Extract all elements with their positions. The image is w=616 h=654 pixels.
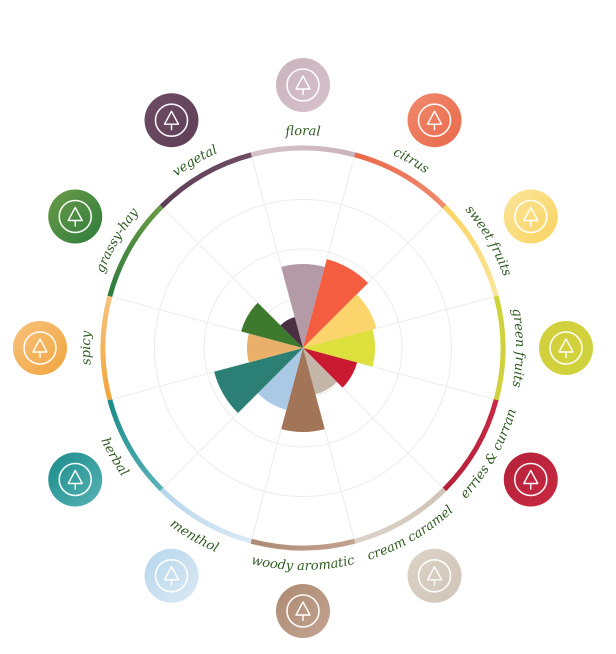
wedge-herbal — [214, 348, 303, 414]
ring-arc-berries-currant — [442, 399, 499, 492]
grid-circle — [154, 199, 452, 497]
label-woody-aromatic: woody aromatic — [250, 553, 357, 574]
ring-arc-herbal — [107, 399, 164, 492]
ring-arc-green-fruits — [493, 295, 506, 401]
wedge-vegetal — [280, 317, 303, 348]
ring-arc-spicy — [100, 295, 113, 401]
ring-arc-sweet-fruits — [442, 204, 499, 297]
apple-icon — [539, 321, 593, 375]
wedge-cream-caramel — [303, 348, 337, 395]
berries-icon — [503, 452, 558, 507]
chart-wedges — [214, 259, 377, 432]
mint-leaf-icon — [144, 548, 199, 603]
onion-icon — [144, 93, 199, 148]
wedge-woody-aromatic — [281, 348, 325, 432]
grid-circle — [203, 248, 403, 448]
flower-icon — [276, 58, 330, 112]
label-floral: floral — [284, 124, 321, 140]
cream-icon — [407, 548, 462, 603]
wedge-green-fruits — [303, 329, 375, 367]
outer-ring — [100, 145, 506, 551]
wedge-berries-currant — [303, 348, 358, 388]
category-icons — [13, 58, 593, 638]
label-green-fruits: green fruits — [508, 307, 527, 389]
label-vegetal: vegetal — [170, 143, 220, 180]
lemon-slice-icon — [407, 93, 462, 148]
label-spicy: spicy — [79, 330, 95, 366]
ring-arc-citrus — [354, 152, 447, 209]
ring-arc-grassy-hay — [107, 204, 164, 297]
tree-icon — [276, 584, 330, 638]
ring-arc-menthol — [159, 487, 252, 544]
leaf-icon — [48, 452, 103, 507]
wedge-floral — [281, 264, 325, 348]
grass-icon — [48, 189, 103, 244]
ring-arc-vegetal — [159, 152, 252, 209]
ring-arc-cream-caramel — [354, 487, 447, 544]
ring-arc-floral — [250, 145, 356, 158]
wedge-spicy — [247, 333, 303, 363]
wedge-sweet-fruits — [303, 294, 377, 348]
label-berries-currant: berries & currant — [0, 0, 520, 502]
wedge-grassy-hay — [241, 302, 303, 348]
wedge-citrus — [303, 259, 369, 348]
pineapple-icon — [503, 189, 558, 244]
wedge-menthol — [257, 348, 303, 410]
ring-arc-woody-aromatic — [250, 538, 356, 551]
chili-icon — [13, 321, 67, 375]
